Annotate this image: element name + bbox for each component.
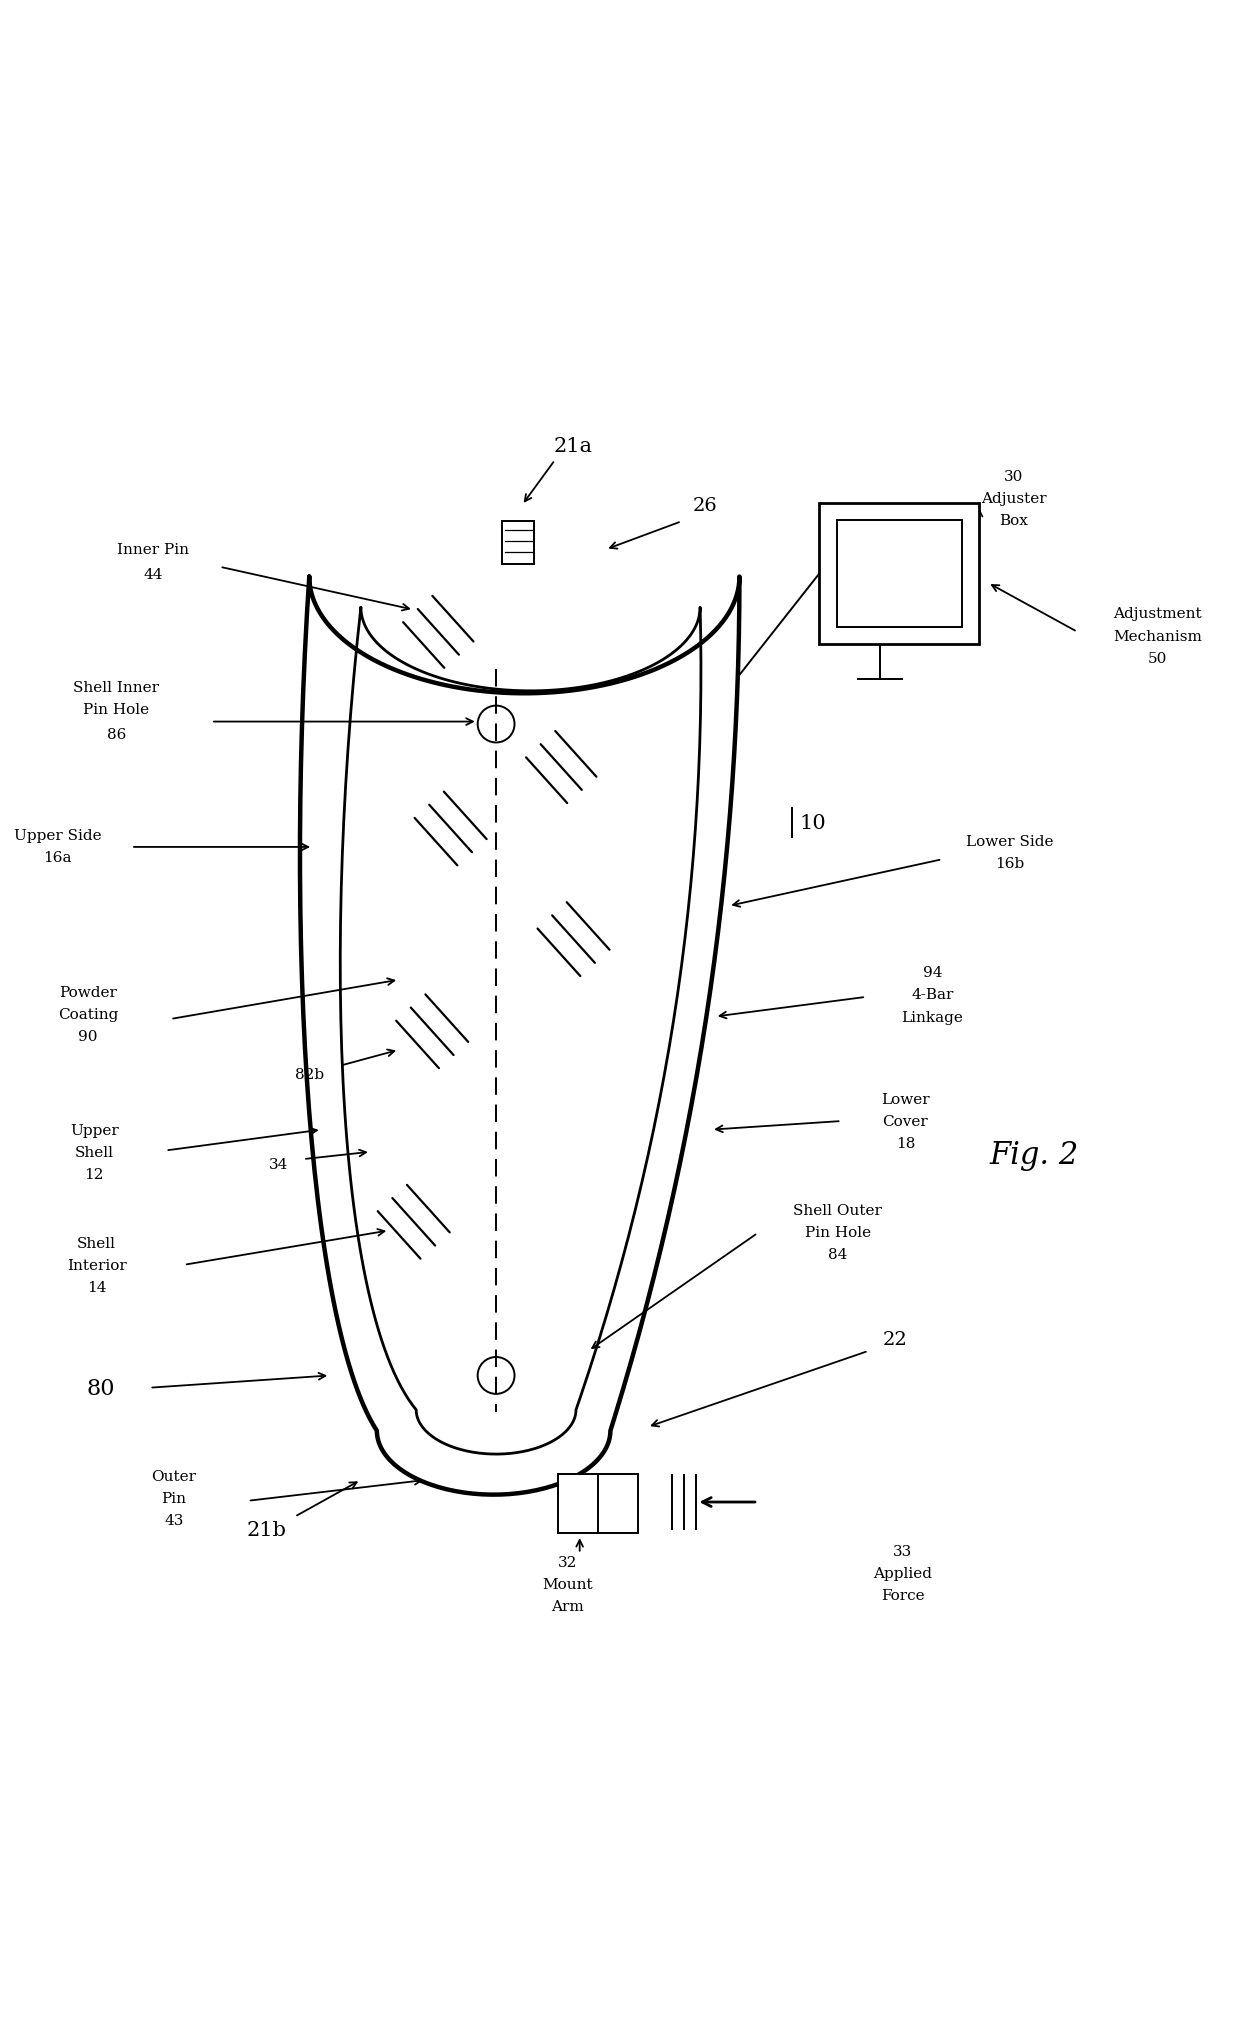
Text: Adjuster: Adjuster xyxy=(981,491,1047,506)
Text: Shell Inner: Shell Inner xyxy=(73,681,159,695)
Bar xyxy=(502,522,534,565)
Text: Cover: Cover xyxy=(883,1115,929,1128)
Text: 16b: 16b xyxy=(996,856,1024,871)
Text: 26: 26 xyxy=(693,498,718,516)
Text: Lower: Lower xyxy=(882,1093,930,1107)
Text: Pin Hole: Pin Hole xyxy=(83,703,149,718)
Text: 18: 18 xyxy=(895,1136,915,1150)
Text: 82b: 82b xyxy=(295,1068,324,1083)
Text: Force: Force xyxy=(882,1588,925,1603)
Text: Outer: Outer xyxy=(151,1470,197,1484)
Text: Powder: Powder xyxy=(60,985,117,999)
Text: 32: 32 xyxy=(558,1556,577,1570)
Text: 86: 86 xyxy=(107,728,126,742)
Text: Coating: Coating xyxy=(58,1007,118,1022)
Text: Upper: Upper xyxy=(69,1123,119,1138)
Bar xyxy=(837,520,962,628)
Text: Mechanism: Mechanism xyxy=(1112,630,1202,642)
Text: Interior: Interior xyxy=(67,1258,126,1272)
Bar xyxy=(820,504,980,644)
Text: Shell Outer: Shell Outer xyxy=(794,1203,882,1217)
Text: 21b: 21b xyxy=(247,1519,286,1539)
Text: 94: 94 xyxy=(923,966,942,981)
Text: Adjustment: Adjustment xyxy=(1114,608,1202,622)
Text: Upper Side: Upper Side xyxy=(14,828,102,842)
Text: 43: 43 xyxy=(165,1513,184,1527)
Text: 90: 90 xyxy=(78,1030,98,1044)
Text: 10: 10 xyxy=(800,814,827,832)
Text: Pin Hole: Pin Hole xyxy=(805,1225,870,1240)
Text: 30: 30 xyxy=(1004,469,1023,483)
Text: Mount: Mount xyxy=(542,1578,593,1592)
Text: 34: 34 xyxy=(269,1158,288,1172)
Text: 12: 12 xyxy=(84,1166,104,1181)
Text: 4-Bar: 4-Bar xyxy=(911,989,954,1001)
Text: 16a: 16a xyxy=(43,850,72,865)
Text: 22: 22 xyxy=(883,1329,908,1348)
Text: Applied: Applied xyxy=(873,1566,932,1580)
Text: Linkage: Linkage xyxy=(901,1009,963,1024)
Text: Pin: Pin xyxy=(161,1493,186,1505)
Text: 84: 84 xyxy=(828,1248,847,1262)
Text: 50: 50 xyxy=(1148,650,1167,665)
Text: Inner Pin: Inner Pin xyxy=(118,542,190,557)
Text: 14: 14 xyxy=(87,1280,107,1295)
Text: Lower Side: Lower Side xyxy=(966,834,1054,848)
Text: 44: 44 xyxy=(144,567,162,581)
Text: Box: Box xyxy=(999,514,1028,528)
Text: Shell: Shell xyxy=(77,1236,117,1250)
Bar xyxy=(558,1474,639,1533)
Text: Fig. 2: Fig. 2 xyxy=(990,1140,1079,1170)
Text: Shell: Shell xyxy=(74,1146,114,1158)
Text: 21a: 21a xyxy=(554,436,593,455)
Text: 33: 33 xyxy=(893,1544,913,1558)
Text: 80: 80 xyxy=(86,1376,114,1399)
Text: Arm: Arm xyxy=(551,1601,584,1613)
